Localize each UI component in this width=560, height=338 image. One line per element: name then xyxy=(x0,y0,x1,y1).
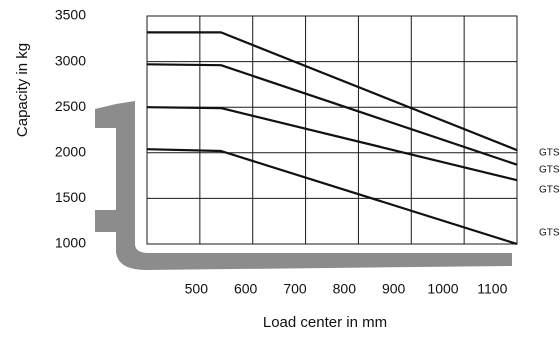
x-axis-title: Load center in mm xyxy=(263,314,387,331)
x-tick-label: 800 xyxy=(333,281,357,297)
chart-grid xyxy=(146,15,518,245)
x-tick-label: 1100 xyxy=(477,281,507,297)
y-tick-label: 2000 xyxy=(55,144,86,160)
x-tick-label: 900 xyxy=(382,281,406,297)
x-tick-label: 1000 xyxy=(427,281,458,297)
series-line-2 xyxy=(146,63,518,166)
series-line-3 xyxy=(146,106,518,182)
series-label-4: GTS2 xyxy=(539,228,560,239)
x-tick-label: 500 xyxy=(185,281,209,297)
series-label-1: GTS3 xyxy=(539,148,560,159)
x-axis-ticks: 500 600 700 800 900 1000 1100 xyxy=(185,281,508,297)
y-tick-label: 2500 xyxy=(55,98,86,114)
plot-frame xyxy=(146,15,518,245)
y-axis-ticks: 1000 1500 2000 2500 3000 3500 xyxy=(55,7,86,251)
x-tick-label: 700 xyxy=(283,281,307,297)
x-tick-label: 600 xyxy=(234,281,258,297)
series-line-4 xyxy=(146,148,518,246)
fork-shape xyxy=(95,101,512,270)
series-labels: GTS3 GTS3 GTS2 GTS2 xyxy=(539,148,560,239)
y-tick-label: 3000 xyxy=(55,52,86,68)
chart-series-lines xyxy=(146,31,518,246)
series-line-1 xyxy=(147,31,518,152)
series-label-2: GTS3 xyxy=(539,165,560,176)
y-tick-label: 1500 xyxy=(55,189,86,205)
y-tick-label: 3500 xyxy=(55,7,86,23)
y-axis-title: Capacity in kg xyxy=(14,43,31,137)
y-tick-label: 1000 xyxy=(55,235,86,251)
series-label-3: GTS2 xyxy=(539,185,560,196)
